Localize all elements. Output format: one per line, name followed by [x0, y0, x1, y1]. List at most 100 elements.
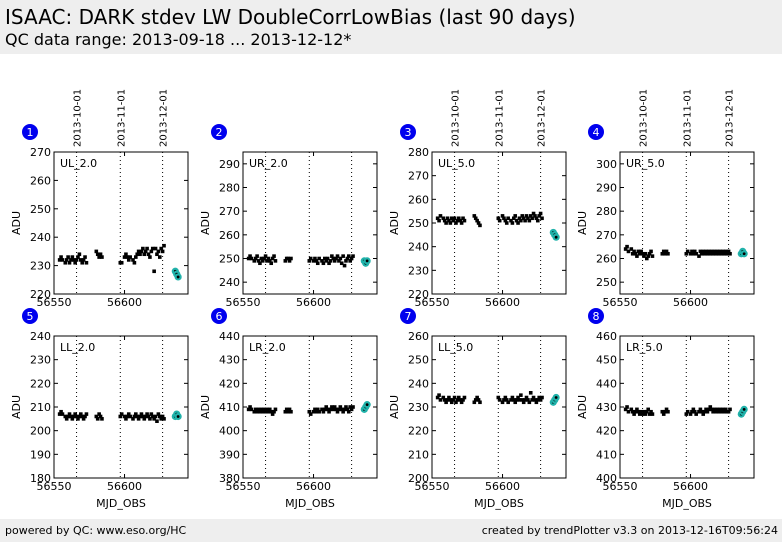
data-point [512, 216, 516, 221]
data-point [345, 256, 350, 261]
y-tick-label: 210 [30, 401, 51, 414]
data-point [313, 407, 317, 412]
y-tick-label: 230 [408, 264, 429, 277]
y-tick-label: 280 [408, 146, 429, 159]
data-point [692, 249, 697, 254]
y-tick-label: 390 [219, 448, 240, 461]
header: ISAAC: DARK stdev LW DoubleCorrLowBias (… [0, 0, 782, 54]
data-point [344, 405, 348, 409]
data-point [449, 216, 454, 221]
data-point [447, 218, 451, 223]
data-point [324, 259, 329, 263]
data-point [330, 254, 334, 258]
data-point [523, 398, 527, 402]
data-point [637, 251, 642, 256]
plot-frame [619, 151, 755, 295]
y-tick-label: 230 [30, 354, 51, 367]
data-point [715, 407, 720, 412]
data-point [255, 409, 259, 414]
data-point [691, 251, 696, 256]
data-point [721, 407, 725, 412]
data-point [95, 252, 100, 257]
data-point [707, 249, 711, 254]
data-point [497, 398, 502, 402]
data-point [530, 216, 534, 221]
data-point [119, 412, 124, 416]
data-point [664, 249, 669, 254]
data-point [346, 254, 351, 258]
latest-data-point-center [742, 252, 746, 256]
data-point [284, 407, 289, 412]
data-point [645, 256, 649, 261]
data-point [521, 216, 526, 221]
x-tick-label: 56550 [226, 480, 261, 493]
data-point [132, 260, 137, 265]
data-point [135, 252, 140, 257]
y-tick-label: 430 [219, 354, 240, 367]
data-point [153, 414, 158, 419]
data-point [647, 251, 652, 256]
data-point [723, 249, 728, 254]
y-axis-label: ADU [576, 395, 589, 419]
data-point [160, 414, 165, 419]
data-point [639, 249, 643, 254]
x-tick-label: 56550 [37, 480, 72, 493]
data-point [314, 259, 319, 263]
data-point [268, 259, 272, 263]
x-axis-label: MJD_OBS [285, 497, 335, 510]
data-point [452, 395, 457, 400]
y-tick-label: 250 [408, 217, 429, 230]
data-point [73, 260, 77, 265]
data-point [83, 414, 87, 419]
y-tick-label: 280 [596, 205, 617, 218]
y-tick-label: 260 [219, 229, 240, 242]
x-tick-label: 56600 [107, 480, 142, 493]
data-point [646, 254, 651, 258]
data-point [152, 269, 156, 274]
footer-credit: powered by QC: www.eso.org/HC [5, 524, 187, 537]
data-point [74, 414, 79, 419]
data-point [523, 218, 527, 223]
x-tick-label: 56600 [296, 296, 331, 309]
data-point [337, 259, 341, 263]
data-point [317, 256, 321, 261]
data-point [252, 259, 257, 263]
data-point [118, 414, 123, 419]
y-tick-label: 420 [596, 425, 617, 438]
data-point [711, 409, 715, 414]
data-point [341, 254, 345, 258]
data-point [639, 409, 643, 414]
data-point [451, 398, 455, 402]
y-axis-label: ADU [199, 211, 212, 235]
data-point [661, 249, 666, 254]
data-point [684, 412, 689, 416]
data-point [315, 261, 320, 266]
data-point [320, 407, 324, 412]
data-point [249, 256, 254, 261]
x-tick-label: 56550 [226, 296, 261, 309]
data-point [708, 251, 713, 256]
data-point [341, 409, 345, 414]
data-point [307, 259, 312, 263]
y-tick-label: 270 [596, 229, 617, 242]
data-point [643, 412, 648, 416]
panel-badge-number: 5 [27, 310, 34, 323]
data-point [134, 412, 138, 416]
data-point [632, 249, 636, 254]
y-axis-label: ADU [10, 211, 23, 235]
data-point [521, 400, 526, 405]
plot-frame [242, 335, 378, 479]
y-tick-label: 240 [408, 241, 429, 254]
data-point [435, 216, 440, 221]
data-point [519, 393, 523, 397]
data-point [647, 412, 652, 416]
page-subtitle: QC data range: 2013-09-18 ... 2013-12-12… [5, 30, 352, 49]
data-point [327, 409, 331, 414]
data-point [475, 218, 479, 223]
panel-label: UR_5.0 [626, 157, 665, 170]
data-point [643, 251, 648, 256]
data-point [143, 414, 148, 419]
data-point [666, 409, 670, 414]
data-point [122, 414, 127, 419]
